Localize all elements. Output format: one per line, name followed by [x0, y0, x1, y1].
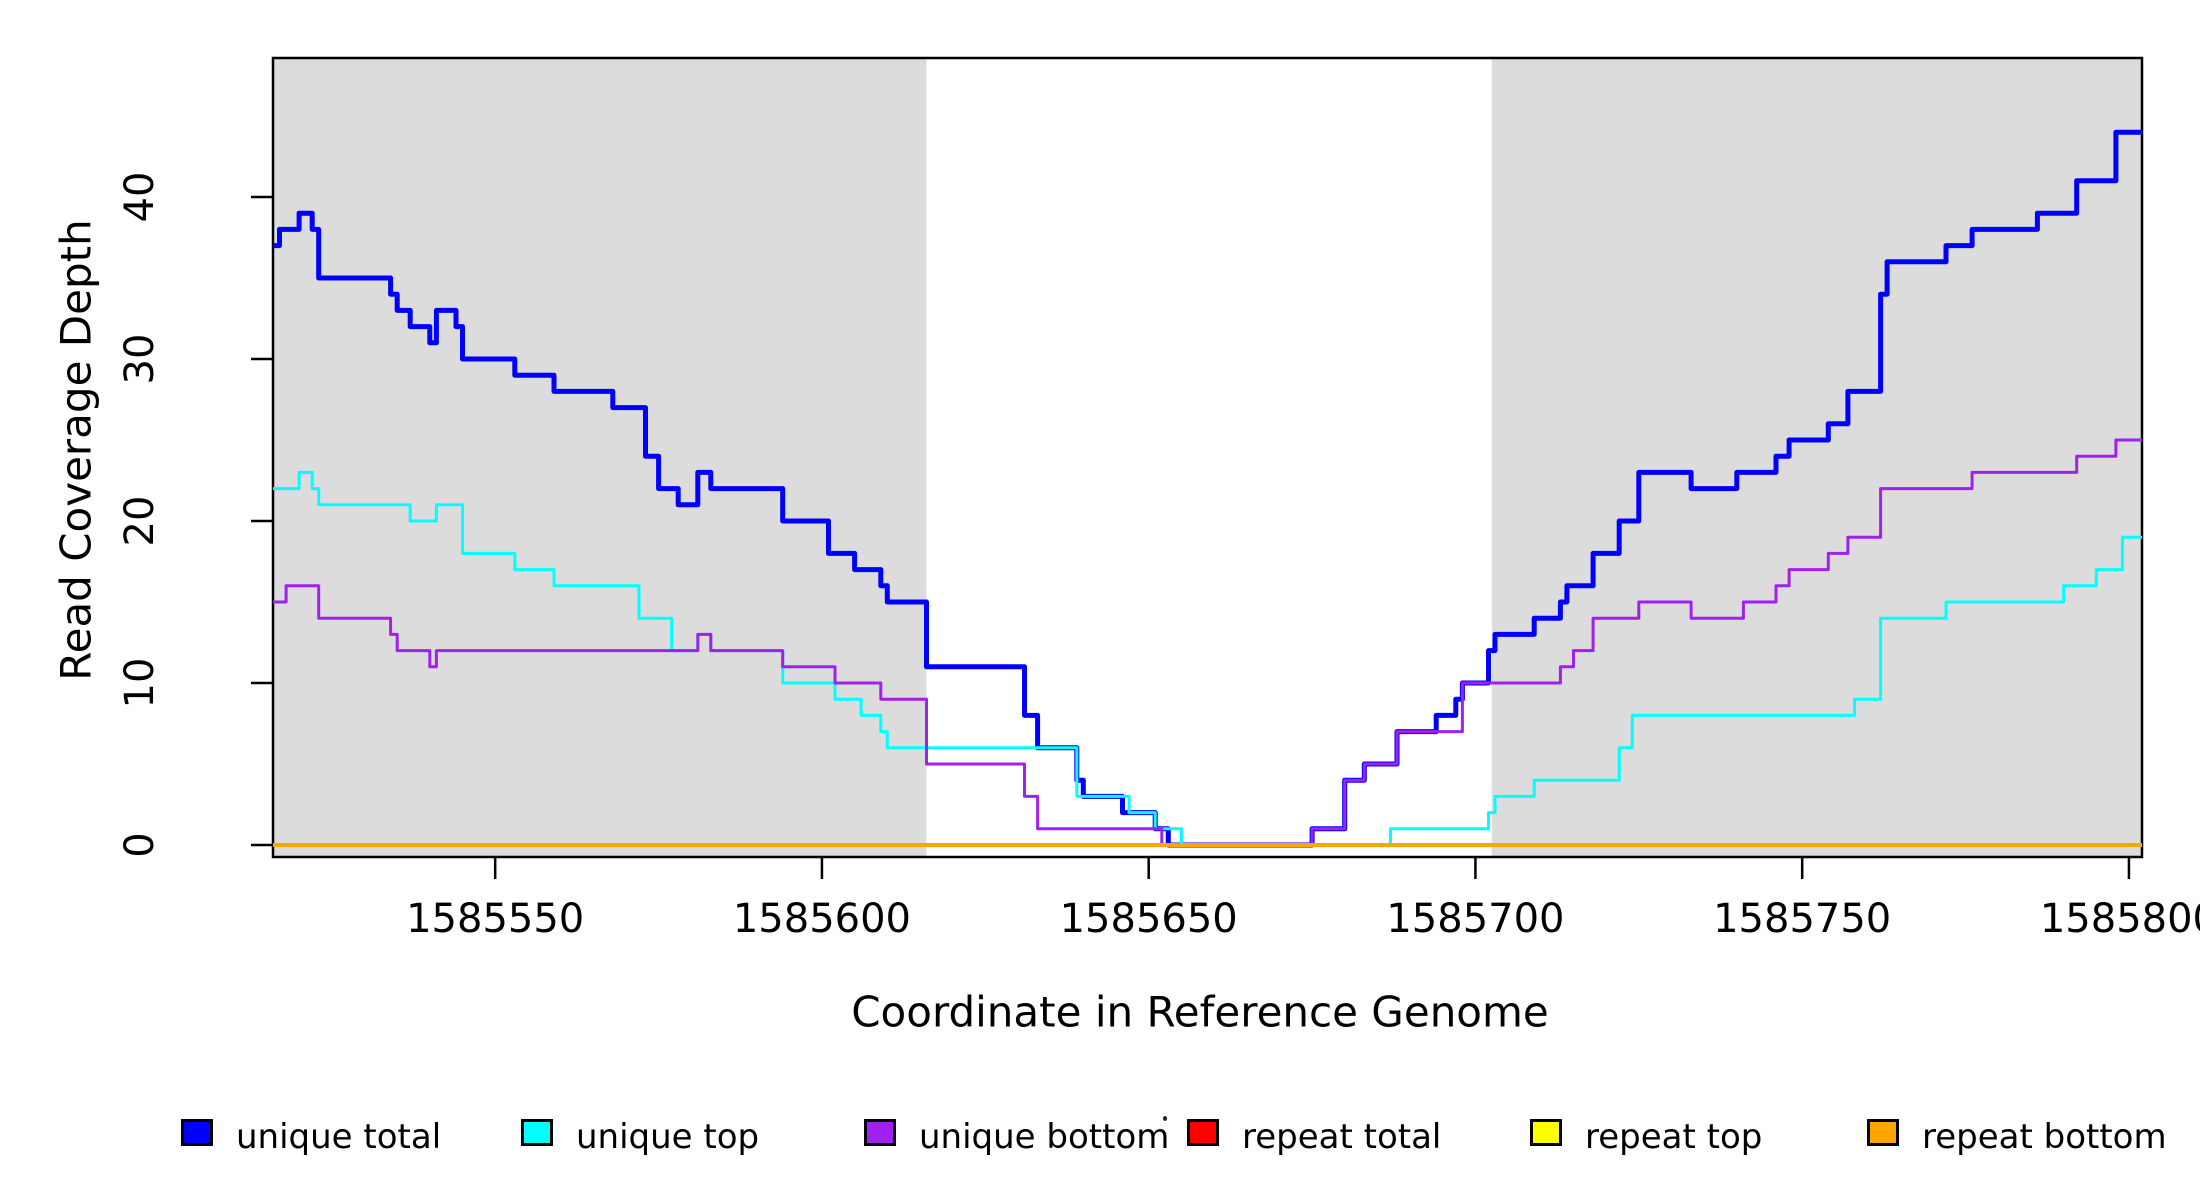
- legend-label: unique bottom: [919, 1117, 1170, 1157]
- legend-swatch-icon: [1530, 1119, 1562, 1146]
- x-tick-label: 1585750: [1713, 896, 1892, 942]
- x-tick-label: 1585700: [1386, 896, 1565, 942]
- legend-swatch-icon: [181, 1119, 213, 1146]
- y-tick-label: 40: [117, 171, 163, 223]
- legend-swatch-icon: [1867, 1119, 1899, 1146]
- legend-label: repeat top: [1585, 1117, 1763, 1157]
- series-unique-bottom: [273, 438, 2142, 847]
- legend-label: unique total: [236, 1117, 442, 1157]
- y-tick-label: 20: [117, 495, 163, 547]
- shaded-region: [273, 58, 927, 857]
- y-tick-label: 30: [117, 333, 163, 385]
- y-axis-title: Read Coverage Depth: [51, 219, 101, 681]
- y-tick-label: 10: [117, 657, 163, 709]
- plot-border: [271, 56, 2144, 859]
- legend-label: repeat total: [1242, 1117, 1442, 1157]
- legend-swatch-icon: [1187, 1119, 1219, 1146]
- x-tick-label: 1585550: [406, 896, 585, 942]
- series-unique-top: [273, 470, 2142, 847]
- legend-label: unique top: [576, 1117, 760, 1157]
- legend-swatch-icon: [864, 1119, 896, 1146]
- x-axis-title: Coordinate in Reference Genome: [851, 987, 1549, 1037]
- x-tick-label: 1585600: [732, 896, 911, 942]
- legend-label: repeat bottom: [1922, 1117, 2167, 1157]
- x-tick-label: 1585650: [1059, 896, 1238, 942]
- legend-swatch-icon: [521, 1119, 553, 1146]
- y-tick-label: 0: [117, 832, 163, 858]
- stray-dot-artifact: [1163, 1116, 1167, 1121]
- shaded-region: [1491, 58, 2142, 857]
